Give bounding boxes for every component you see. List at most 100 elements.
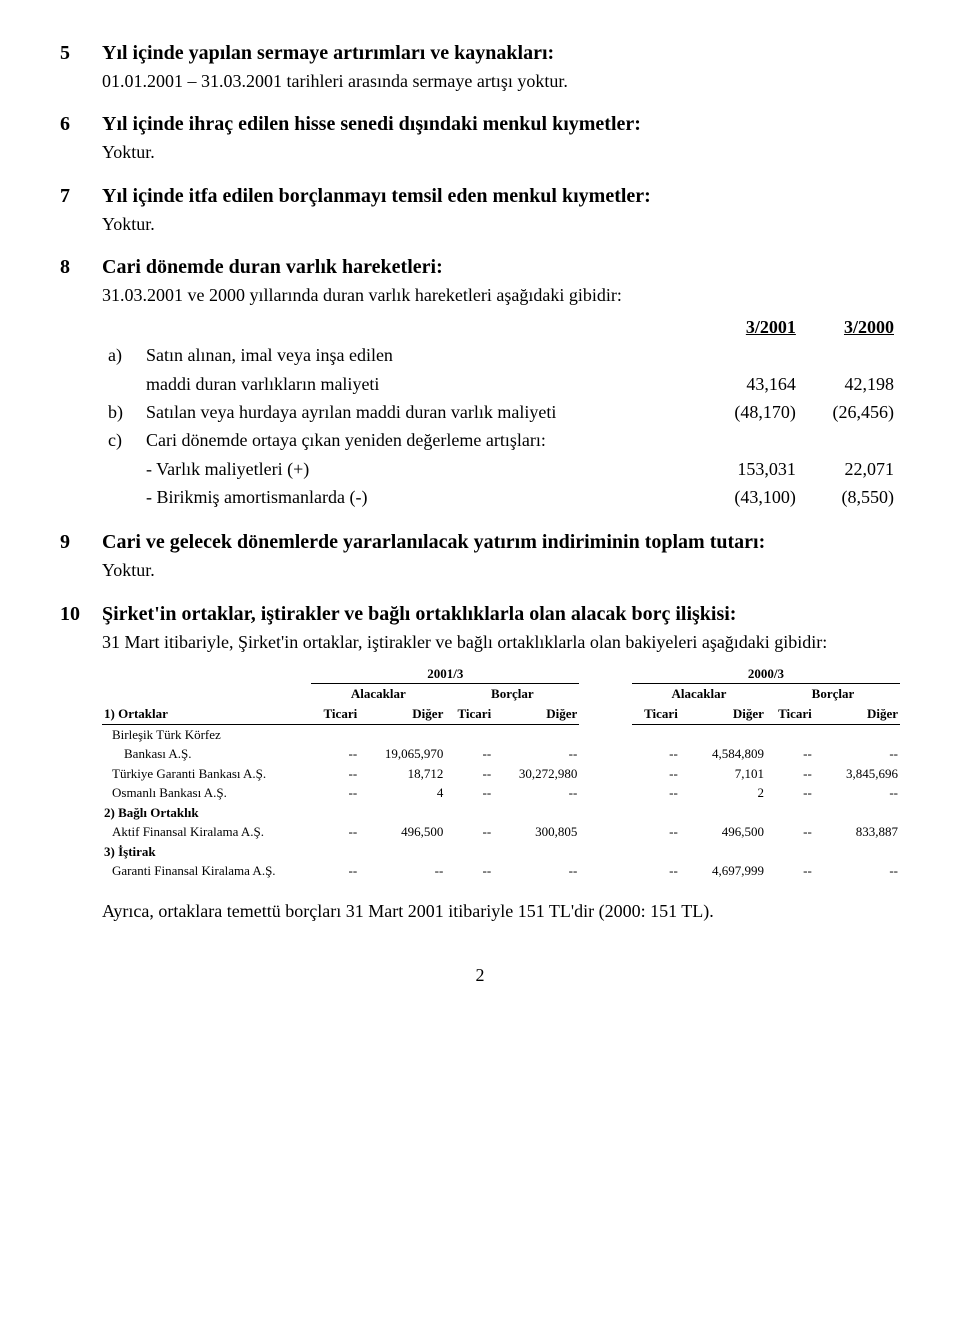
row-group-istirak: 3) İştirak bbox=[102, 842, 311, 862]
section-heading: Yıl içinde ihraç edilen hisse senedi dış… bbox=[102, 111, 900, 138]
section-intro: 31 Mart itibariyle, Şirket'in ortaklar, … bbox=[102, 630, 900, 654]
section-number: 10 bbox=[60, 601, 102, 924]
table-row: Osmanlı Bankası A.Ş. -- 4 -- -- -- 2 -- … bbox=[102, 783, 900, 803]
section-6: 6 Yıl içinde ihraç edilen hisse senedi d… bbox=[60, 111, 900, 164]
table-row: b) Satılan veya hurdaya ayrılan maddi du… bbox=[102, 398, 900, 426]
row-label: - Birikmiş amortismanlarda (-) bbox=[140, 483, 704, 511]
table-duran-varlik: 3/2001 3/2000 a) Satın alınan, imal veya… bbox=[102, 313, 900, 511]
cell: -- bbox=[766, 764, 814, 784]
col-ticari: Ticari bbox=[311, 704, 359, 724]
row-label: Garanti Finansal Kiralama A.Ş. bbox=[102, 861, 311, 881]
section-number: 5 bbox=[60, 40, 102, 93]
cell: -- bbox=[493, 783, 579, 803]
row-label: Aktif Finansal Kiralama A.Ş. bbox=[102, 822, 311, 842]
table-row: c) Cari dönemde ortaya çıkan yeniden değ… bbox=[102, 426, 900, 454]
col-ticari: Ticari bbox=[632, 704, 680, 724]
section-7: 7 Yıl içinde itfa edilen borçlanmayı tem… bbox=[60, 183, 900, 236]
cell: 7,101 bbox=[680, 764, 766, 784]
row-label: Birleşik Türk Körfez bbox=[102, 724, 311, 744]
section-heading: Şirket'in ortaklar, iştirakler ve bağlı … bbox=[102, 601, 900, 628]
row-label: Satın alınan, imal veya inşa edilen bbox=[140, 341, 704, 369]
table-row: Türkiye Garanti Bankası A.Ş. -- 18,712 -… bbox=[102, 764, 900, 784]
cell: 153,031 bbox=[704, 455, 802, 483]
subhead-alacaklar: Alacaklar bbox=[632, 684, 766, 704]
section-heading: Yıl içinde itfa edilen borçlanmayı temsi… bbox=[102, 183, 900, 210]
subhead-alacaklar: Alacaklar bbox=[311, 684, 445, 704]
cell: -- bbox=[766, 783, 814, 803]
cell: 19,065,970 bbox=[359, 744, 445, 764]
cell: 4 bbox=[359, 783, 445, 803]
subhead-borclar: Borçlar bbox=[766, 684, 900, 704]
subhead-borclar: Borçlar bbox=[445, 684, 579, 704]
cell: -- bbox=[766, 861, 814, 881]
col-diger: Diğer bbox=[680, 704, 766, 724]
cell: 496,500 bbox=[359, 822, 445, 842]
section-heading: Cari dönemde duran varlık hareketleri: bbox=[102, 254, 900, 281]
section-number: 6 bbox=[60, 111, 102, 164]
section-10: 10 Şirket'in ortaklar, iştirakler ve bağ… bbox=[60, 601, 900, 924]
cell: (26,456) bbox=[802, 398, 900, 426]
cell: -- bbox=[632, 783, 680, 803]
cell: -- bbox=[445, 783, 493, 803]
cell: 2 bbox=[680, 783, 766, 803]
row-label: Satılan veya hurdaya ayrılan maddi duran… bbox=[140, 398, 704, 426]
cell: (8,550) bbox=[802, 483, 900, 511]
section-heading: Cari ve gelecek dönemlerde yararlanılaca… bbox=[102, 529, 900, 556]
row-label: Türkiye Garanti Bankası A.Ş. bbox=[102, 764, 311, 784]
row-letter: b) bbox=[102, 398, 140, 426]
cell: -- bbox=[814, 783, 900, 803]
col-diger: Diğer bbox=[814, 704, 900, 724]
cell: 30,272,980 bbox=[493, 764, 579, 784]
cell: 4,584,809 bbox=[680, 744, 766, 764]
section-footer: Ayrıca, ortaklara temettü borçları 31 Ma… bbox=[102, 899, 900, 923]
col-header-3-2001: 3/2001 bbox=[704, 313, 802, 341]
row-label: - Varlık maliyetleri (+) bbox=[140, 455, 704, 483]
cell: -- bbox=[311, 783, 359, 803]
cell bbox=[802, 341, 900, 369]
cell: -- bbox=[632, 744, 680, 764]
table-row: Bankası A.Ş. -- 19,065,970 -- -- -- 4,58… bbox=[102, 744, 900, 764]
period-header-2: 2000/3 bbox=[632, 664, 900, 684]
table-row: Garanti Finansal Kiralama A.Ş. -- -- -- … bbox=[102, 861, 900, 881]
section-8: 8 Cari dönemde duran varlık hareketleri:… bbox=[60, 254, 900, 511]
section-9: 9 Cari ve gelecek dönemlerde yararlanıla… bbox=[60, 529, 900, 582]
page-number: 2 bbox=[60, 963, 900, 987]
section-5: 5 Yıl içinde yapılan sermaye artırımları… bbox=[60, 40, 900, 93]
cell: -- bbox=[311, 764, 359, 784]
section-number: 7 bbox=[60, 183, 102, 236]
table-row: - Varlık maliyetleri (+) 153,031 22,071 bbox=[102, 455, 900, 483]
cell: -- bbox=[632, 822, 680, 842]
cell: -- bbox=[632, 861, 680, 881]
cell: -- bbox=[311, 822, 359, 842]
cell bbox=[704, 341, 802, 369]
section-intro: 31.03.2001 ve 2000 yıllarında duran varl… bbox=[102, 283, 900, 307]
cell: -- bbox=[766, 822, 814, 842]
row-label: Bankası A.Ş. bbox=[102, 744, 311, 764]
section-text: 01.01.2001 – 31.03.2001 tarihleri arasın… bbox=[102, 69, 900, 93]
section-body: Cari dönemde duran varlık hareketleri: 3… bbox=[102, 254, 900, 511]
section-number: 8 bbox=[60, 254, 102, 511]
section-body: Yıl içinde yapılan sermaye artırımları v… bbox=[102, 40, 900, 93]
col-ticari: Ticari bbox=[445, 704, 493, 724]
section-text: Yoktur. bbox=[102, 140, 900, 164]
table-row: Aktif Finansal Kiralama A.Ş. -- 496,500 … bbox=[102, 822, 900, 842]
row-label: maddi duran varlıkların maliyeti bbox=[140, 370, 704, 398]
cell: -- bbox=[493, 861, 579, 881]
cell: 22,071 bbox=[802, 455, 900, 483]
cell: -- bbox=[493, 744, 579, 764]
table-row: 3) İştirak bbox=[102, 842, 900, 862]
cell: -- bbox=[445, 861, 493, 881]
cell: -- bbox=[445, 822, 493, 842]
cell: -- bbox=[445, 764, 493, 784]
cell: 3,845,696 bbox=[814, 764, 900, 784]
cell: 300,805 bbox=[493, 822, 579, 842]
table-row: maddi duran varlıkların maliyeti 43,164 … bbox=[102, 370, 900, 398]
cell: 42,198 bbox=[802, 370, 900, 398]
section-body: Şirket'in ortaklar, iştirakler ve bağlı … bbox=[102, 601, 900, 924]
period-header-1: 2001/3 bbox=[311, 664, 579, 684]
section-body: Yıl içinde ihraç edilen hisse senedi dış… bbox=[102, 111, 900, 164]
table-row: a) Satın alınan, imal veya inşa edilen bbox=[102, 341, 900, 369]
cell: -- bbox=[814, 861, 900, 881]
section-text: Yoktur. bbox=[102, 212, 900, 236]
cell bbox=[704, 426, 802, 454]
